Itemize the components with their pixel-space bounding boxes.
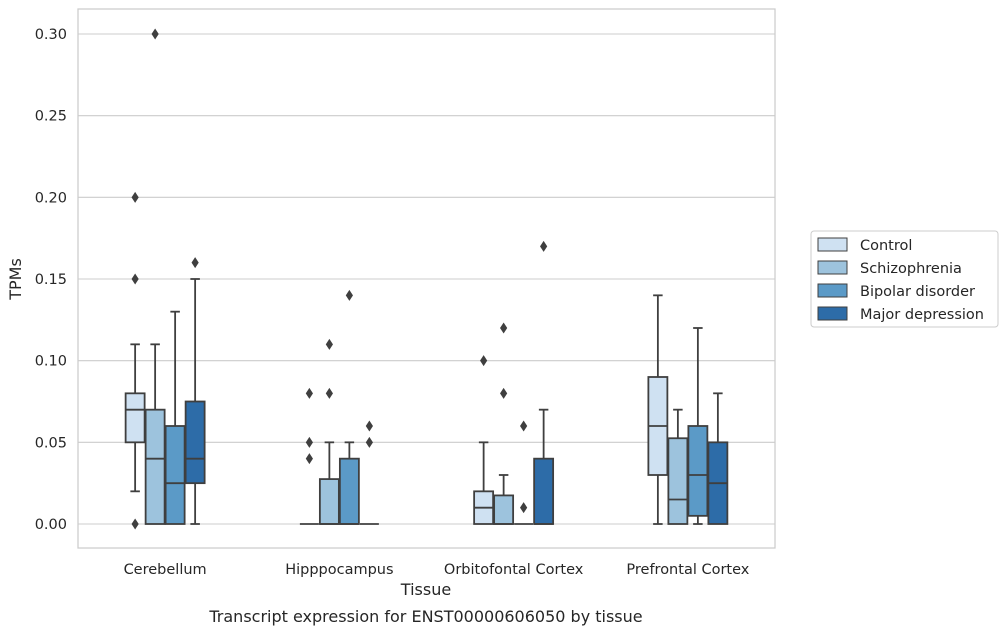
outlier-point [520, 502, 528, 514]
y-tick-label: 0.25 [35, 109, 67, 125]
legend-swatch [817, 306, 848, 321]
legend-frame [810, 230, 999, 328]
outlier-point [500, 387, 508, 399]
iqr-box [144, 408, 166, 525]
legend-swatch [817, 283, 848, 298]
x-tick-label: Orbitofontal Cortex [444, 562, 584, 578]
x-tick-label: Cerebellum [124, 562, 207, 578]
box-1-0 [144, 28, 166, 525]
chart-caption: Transcript expression for ENST0000060605… [208, 607, 642, 626]
y-tick-label: 0.10 [35, 354, 67, 370]
y-axis-label: TPMs [6, 258, 25, 301]
iqr-box [493, 494, 515, 525]
box-1-1 [318, 338, 340, 525]
iqr-box [533, 457, 555, 525]
box-3-1 [359, 420, 379, 525]
legend-label: Schizophrenia [860, 261, 962, 277]
outlier-point [480, 355, 488, 367]
y-tick-label: 0.05 [35, 435, 67, 451]
outlier-point [305, 387, 313, 399]
iqr-box [318, 478, 340, 525]
y-tick-label: 0.30 [35, 27, 67, 43]
boxes [124, 28, 729, 530]
y-axis-ticks: 0.00 0.05 0.10 0.15 0.20 0.25 0.30 [35, 27, 67, 533]
legend-swatch [817, 260, 848, 275]
box-2-2 [514, 420, 534, 525]
box-0-1 [299, 387, 319, 525]
x-tick-label: Prefrontal Cortex [626, 562, 749, 578]
outlier-point [500, 322, 508, 334]
iqr-box [164, 425, 186, 525]
legend-label: Control [860, 238, 912, 254]
box-1-2 [493, 322, 515, 525]
box-0-3 [647, 294, 669, 525]
legend-label: Bipolar disorder [860, 284, 975, 300]
outlier-point [305, 436, 313, 448]
x-axis-ticks: Cerebellum Hipppocampus Orbitofontal Corte… [124, 562, 750, 578]
y-tick-label: 0.00 [35, 517, 67, 533]
x-tick-label: Hipppocampus [285, 562, 393, 578]
legend: Control Schizophrenia Bipolar disorder Majo… [810, 230, 999, 328]
box-0-2 [473, 355, 495, 525]
plot-frame [77, 8, 776, 549]
outlier-point [131, 273, 139, 285]
iqr-box [338, 457, 360, 525]
outlier-point [131, 518, 139, 530]
legend-swatch [817, 237, 848, 252]
x-axis-label: Tissue [400, 580, 451, 599]
iqr-box [667, 437, 689, 525]
box-2-1 [338, 289, 360, 525]
outlier-point [151, 28, 159, 40]
box-3-2 [533, 240, 555, 525]
y-tick-label: 0.15 [35, 272, 67, 288]
outlier-point [325, 338, 333, 350]
outlier-point [345, 289, 353, 301]
outlier-point [540, 240, 548, 252]
outlier-point [191, 257, 199, 269]
box-0-0 [124, 191, 146, 530]
outlier-point [365, 436, 373, 448]
y-tick-label: 0.20 [35, 190, 67, 206]
box-2-3 [687, 327, 709, 525]
outlier-point [520, 420, 528, 432]
iqr-box [124, 392, 146, 444]
box-3-0 [184, 257, 206, 525]
box-2-0 [164, 310, 186, 525]
iqr-box [687, 425, 709, 517]
legend-label: Major depression [860, 307, 984, 323]
outlier-point [325, 387, 333, 399]
box-3-3 [707, 392, 729, 525]
iqr-box [184, 400, 206, 485]
outlier-point [131, 191, 139, 203]
box-1-3 [667, 408, 689, 525]
outlier-point [365, 420, 373, 432]
outlier-point [305, 453, 313, 465]
